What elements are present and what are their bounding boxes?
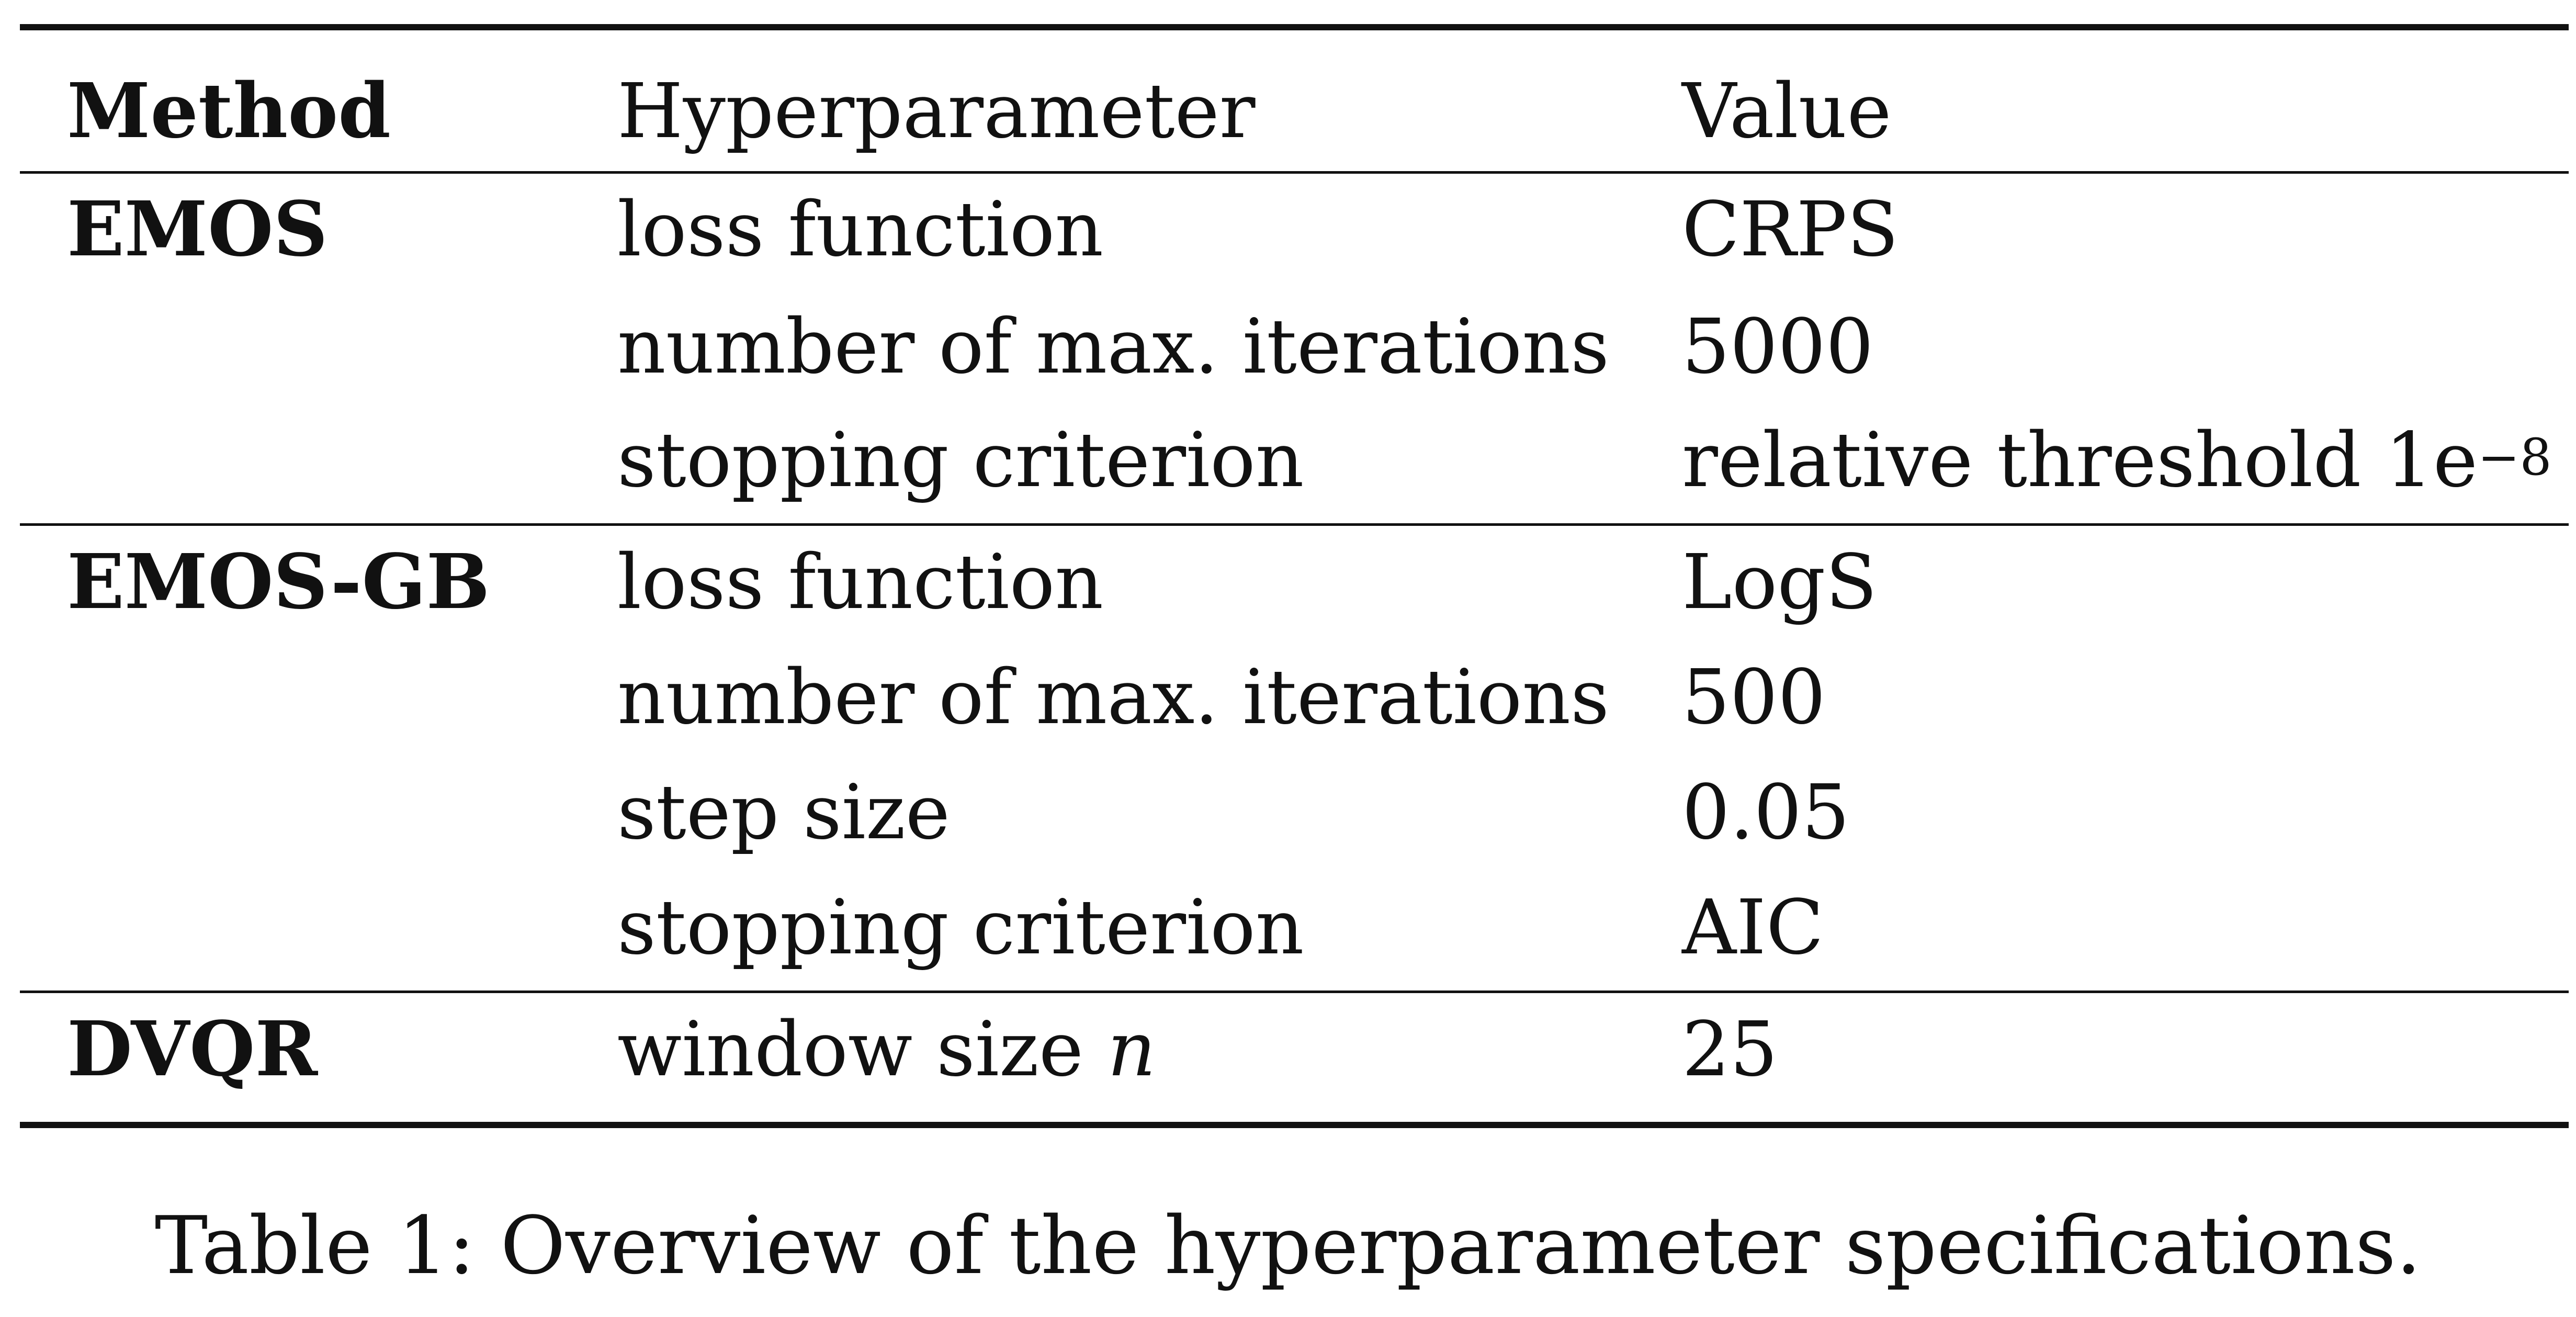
table-cell-value: 0.05	[1682, 768, 1850, 856]
table-cell-value: CRPS	[1682, 185, 1899, 273]
value-mantissa: relative threshold 1e	[1682, 416, 2478, 504]
method-emos: EMOS	[67, 185, 328, 273]
table-cell-value: LogS	[1682, 538, 1878, 626]
table-cell-hyperparameter: loss function	[617, 185, 1104, 273]
hyperparameter-text: window size	[617, 1005, 1108, 1093]
table-bottom-rule	[20, 1122, 2569, 1128]
table-cell-value: 5000	[1682, 302, 1874, 390]
table-top-rule	[20, 24, 2569, 30]
table-cell-hyperparameter: stopping criterion	[617, 883, 1304, 971]
group-separator-emos-gb	[20, 990, 2569, 993]
method-dvqr: DVQR	[67, 1005, 318, 1093]
header-method: Method	[67, 66, 391, 155]
table-caption: Table 1: Overview of the hyperparameter …	[154, 1199, 2422, 1292]
table-cell-hyperparameter: loss function	[617, 538, 1104, 626]
method-emos-gb: EMOS-GB	[67, 537, 490, 626]
header-hyperparameter: Hyperparameter	[617, 67, 1256, 155]
table-cell-hyperparameter-with-symbol: window size n	[617, 1011, 1156, 1087]
group-separator-emos	[20, 523, 2569, 526]
header-rule	[20, 171, 2569, 174]
hyperparameter-symbol: n	[1107, 1005, 1156, 1093]
value-exponent: −8	[2478, 428, 2552, 487]
header-value: Value	[1682, 67, 1892, 155]
table-cell-value: 25	[1682, 1005, 1778, 1093]
table-cell-value: 500	[1682, 653, 1826, 741]
table-cell-hyperparameter: number of max. iterations	[617, 302, 1610, 390]
table-cell-value-with-exponent: relative threshold 1e−8	[1682, 422, 2552, 498]
table-cell-hyperparameter: number of max. iterations	[617, 653, 1610, 741]
table-cell-hyperparameter: stopping criterion	[617, 416, 1304, 504]
table-cell-hyperparameter: step size	[617, 768, 950, 856]
table-cell-value: AIC	[1682, 883, 1824, 971]
